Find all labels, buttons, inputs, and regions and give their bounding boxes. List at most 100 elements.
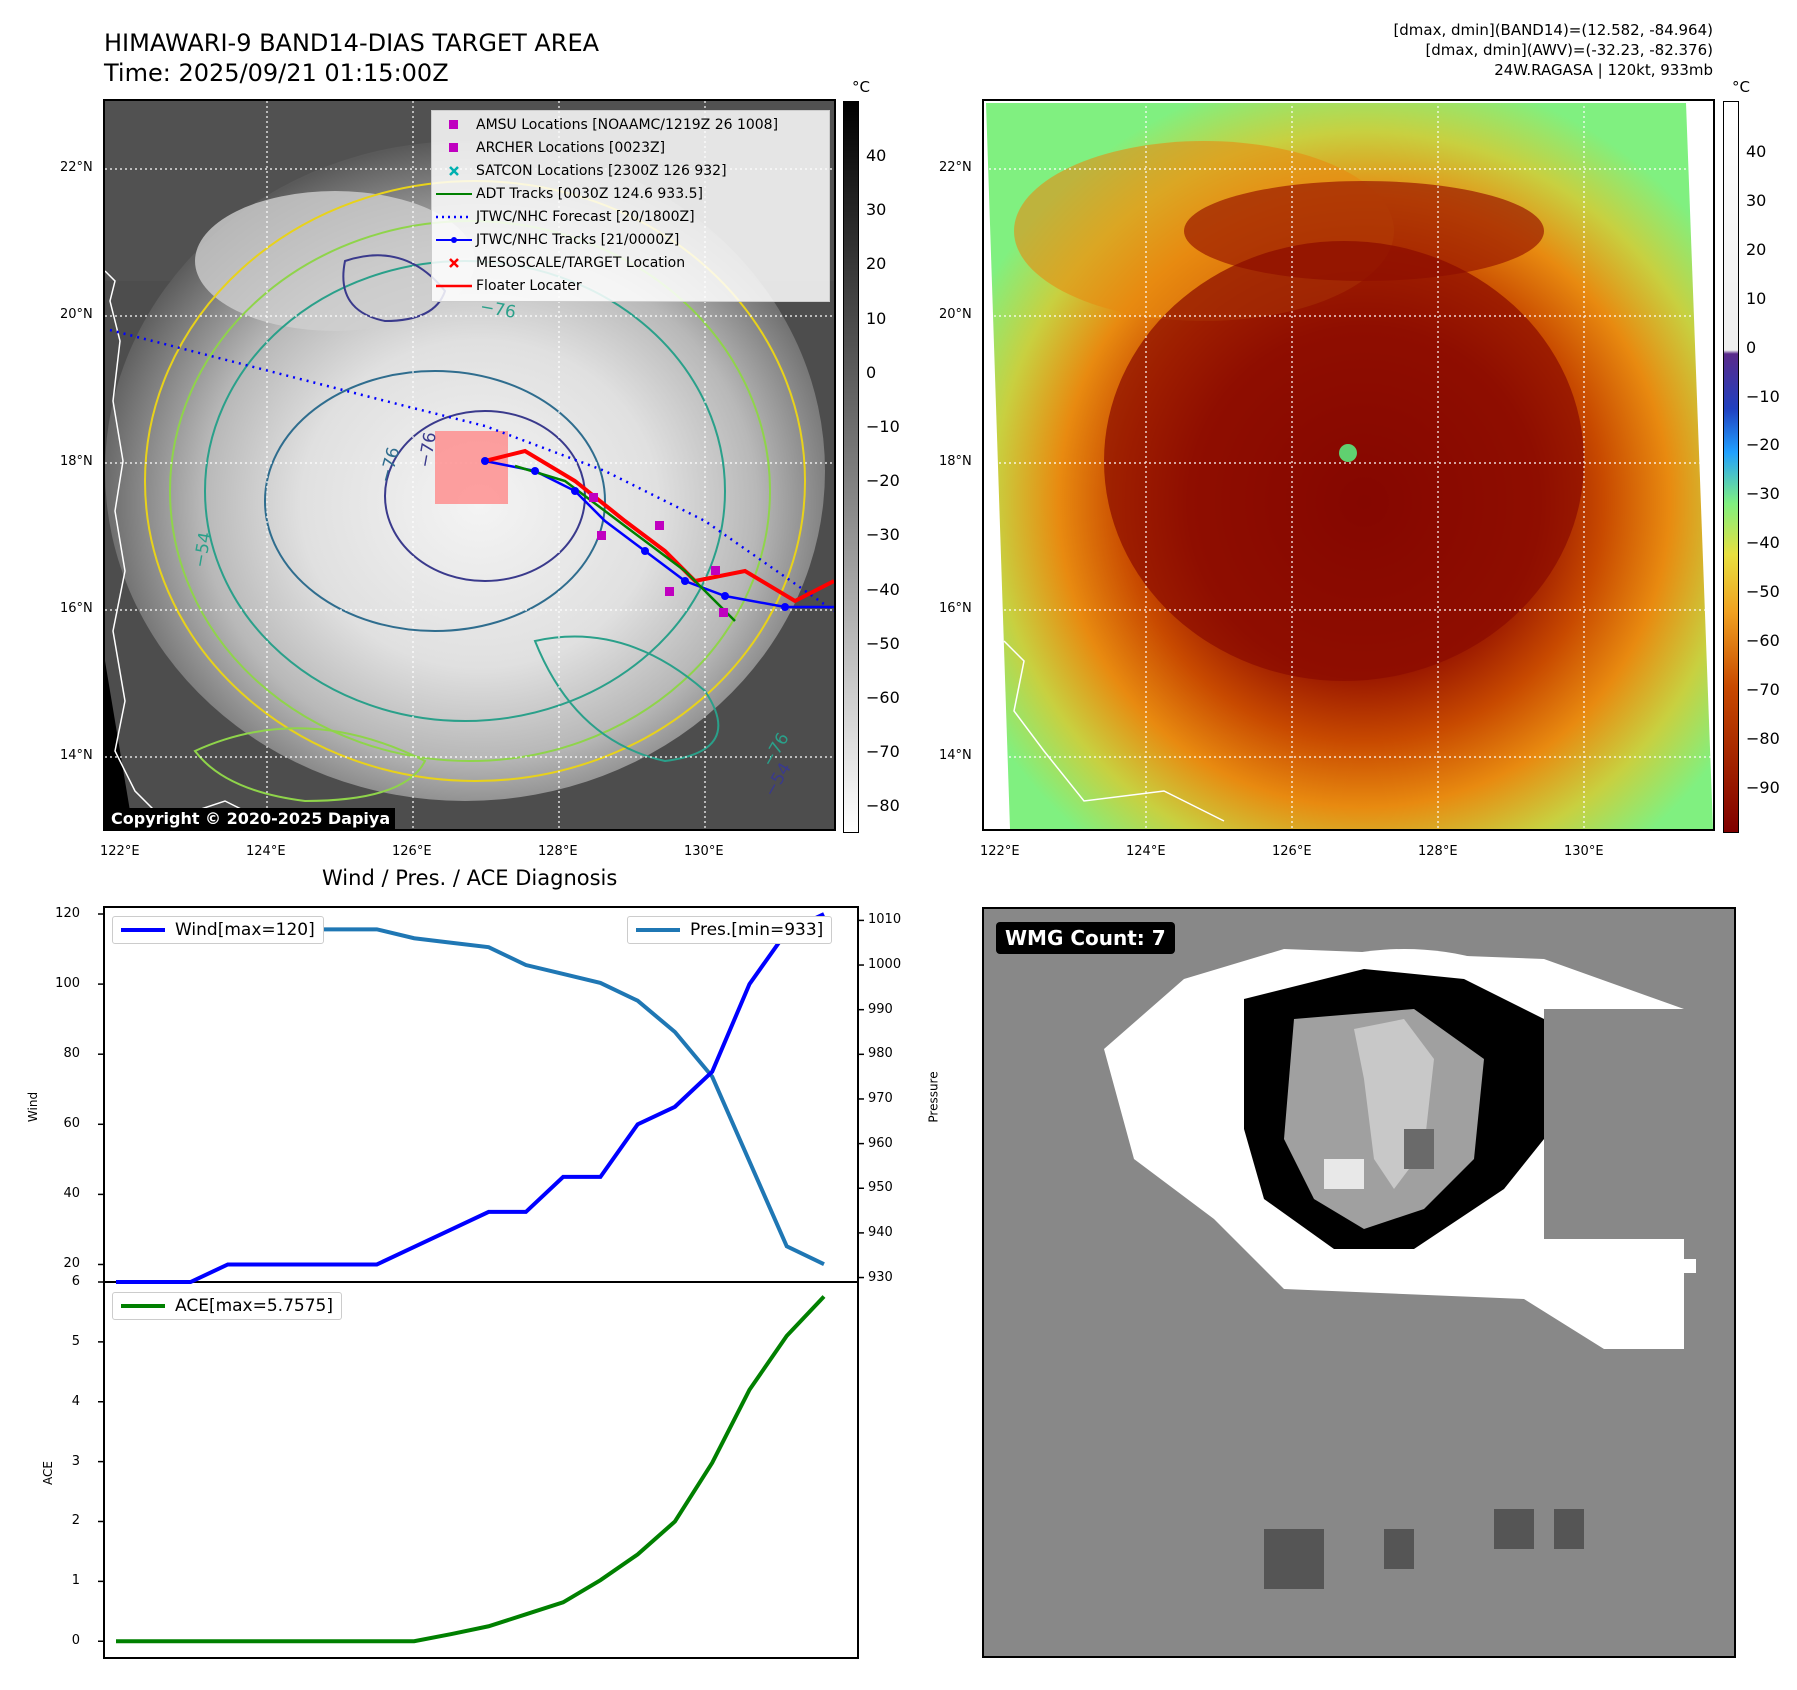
pressure-tick-label: 970 (868, 1090, 893, 1106)
ir-colorbar-tick: 10 (1746, 288, 1767, 308)
legend-item-adt: ADT Tracks [0030Z 124.6 933.5] (432, 182, 829, 205)
ace-axis-label: ACE (40, 1461, 55, 1485)
ace-series-line (116, 1295, 826, 1644)
square-marker-icon (432, 142, 476, 153)
colorbar-unit: °C (852, 78, 870, 96)
wmg-count-badge: WMG Count: 7 (996, 922, 1175, 954)
ir-colorbar (1723, 101, 1739, 833)
lat-label: 22°N (939, 160, 972, 175)
jtwc-forecast-line (109, 328, 834, 613)
x-marker-icon (432, 257, 476, 269)
ir-colorbar-tick: 0 (1746, 337, 1757, 357)
legend-item-floater: Floater Locater (432, 274, 829, 297)
pressure-tick-label: 950 (868, 1180, 893, 1196)
gray-colorbar-tick: 40 (866, 146, 887, 165)
ace-axes (103, 1281, 859, 1659)
ace-tick-label: 5 (71, 1333, 80, 1349)
lat-label: 18°N (60, 454, 93, 469)
wind-tick-label: 80 (63, 1046, 80, 1062)
ace-legend: ACE[max=5.7575] (112, 1292, 342, 1320)
ace-tick-label: 4 (71, 1393, 80, 1409)
ir-colorbar-tick: −60 (1746, 631, 1780, 650)
ace-tick-label: 1 (71, 1573, 80, 1589)
pressure-tick-label: 980 (868, 1046, 893, 1062)
square-marker-icon (432, 119, 476, 130)
lat-label: 18°N (939, 454, 972, 469)
pressure-axis-label: Pressure (926, 1071, 941, 1123)
pressure-tick-label: 940 (868, 1224, 893, 1240)
lon-label: 126°E (1272, 844, 1312, 859)
lon-label: 124°E (1126, 844, 1166, 859)
lat-label: 16°N (60, 601, 93, 616)
legend-item-archer: ARCHER Locations [0023Z] (432, 136, 829, 159)
ace-tick-label: 6 (71, 1274, 80, 1289)
lat-label: 16°N (939, 601, 972, 616)
blue-line-icon (121, 928, 165, 932)
ir-colorbar-tick: −40 (1746, 533, 1780, 553)
pressure-series-line (115, 922, 825, 1266)
wind-pressure-axes (103, 906, 859, 1283)
legend-item-amsu: AMSU Locations [NOAAMC/1219Z 26 1008] (432, 113, 829, 136)
gray-colorbar-tick: −70 (866, 742, 900, 762)
legend-item-jtwc-tracks: JTWC/NHC Tracks [21/0000Z] (432, 228, 829, 251)
ir-colorbar-tick: −80 (1746, 728, 1780, 748)
stats-line-1: [dmax, dmin](BAND14)=(12.582, -84.964) (1393, 21, 1713, 39)
stats-line-2: [dmax, dmin](AWV)=(-32.23, -82.376) (1425, 41, 1713, 59)
dotted-line-icon (432, 214, 476, 220)
pressure-tick-label: 930 (868, 1269, 893, 1285)
lat-label: 20°N (60, 307, 93, 322)
ir-colorbar-tick: −10 (1746, 386, 1780, 406)
wind-tick-label: 100 (55, 976, 80, 992)
lon-label: 128°E (1418, 844, 1458, 859)
wind-tick-label: 20 (63, 1256, 80, 1272)
lat-label: 20°N (939, 307, 972, 322)
line-marker-icon (432, 191, 476, 197)
target-box (435, 431, 508, 504)
ir-imagery (984, 101, 1713, 829)
wind-series-line (116, 912, 825, 1284)
title-line-1: HIMAWARI-9 BAND14-DIAS TARGET AREA (104, 29, 600, 57)
gray-colorbar-tick: −40 (866, 579, 900, 599)
eye-marker (1339, 444, 1357, 462)
pressure-tick-label: 1010 (868, 912, 902, 928)
ir-colorbar-tick: 30 (1746, 190, 1767, 210)
lon-label: 122°E (100, 844, 140, 859)
ace-tick-label: 3 (71, 1453, 80, 1469)
legend-item-satcon: SATCON Locations [2300Z 126 932] (432, 159, 829, 182)
ir-colorbar-tick: −70 (1746, 679, 1780, 699)
ace-tick-label: 0 (71, 1633, 80, 1649)
ir-colorbar-tick: −50 (1746, 582, 1780, 602)
ir-colorbar-tick: −20 (1746, 435, 1780, 455)
green-line-icon (121, 1304, 165, 1308)
gray-colorbar (843, 101, 859, 833)
ace-tick-label: 2 (71, 1513, 80, 1529)
gray-colorbar-tick: 20 (866, 254, 887, 274)
stats-line-3: 24W.RAGASA | 120kt, 933mb (1494, 61, 1713, 79)
wind-legend: Wind[max=120] (112, 916, 324, 944)
figure-title: HIMAWARI-9 BAND14-DIAS TARGET AREA Time:… (104, 28, 599, 88)
lat-label: 14°N (60, 748, 93, 763)
wind-axis-label: Wind (26, 1091, 41, 1123)
ir-colorbar-tick: 40 (1746, 142, 1767, 161)
map-legend: AMSU Locations [NOAAMC/1219Z 26 1008] AR… (431, 110, 830, 302)
gray-colorbar-tick: −30 (866, 525, 900, 545)
floater-track-line (484, 448, 834, 604)
diagnosis-title: Wind / Pres. / ACE Diagnosis (322, 866, 618, 890)
wmg-imagery (1104, 949, 1704, 1589)
ir-imagery-panel (982, 99, 1715, 831)
adt-track-line (514, 464, 736, 622)
ir-colorbar-tick: −30 (1746, 484, 1780, 504)
pressure-tick-label: 1000 (868, 957, 902, 973)
legend-item-mesoscale: MESOSCALE/TARGET Location (432, 251, 829, 274)
target-area-map (103, 99, 836, 831)
lon-label: 130°E (684, 844, 724, 859)
dot-line-icon (432, 236, 476, 244)
lon-label: 122°E (980, 844, 1020, 859)
gray-colorbar-tick: 10 (866, 308, 887, 328)
lon-label: 130°E (1564, 844, 1604, 859)
lat-label: 14°N (939, 748, 972, 763)
jtwc-track-points (481, 457, 789, 611)
pressure-legend: Pres.[min=933] (627, 916, 833, 944)
gray-colorbar-tick: −60 (866, 688, 900, 707)
pressure-tick-label: 990 (868, 1001, 893, 1017)
